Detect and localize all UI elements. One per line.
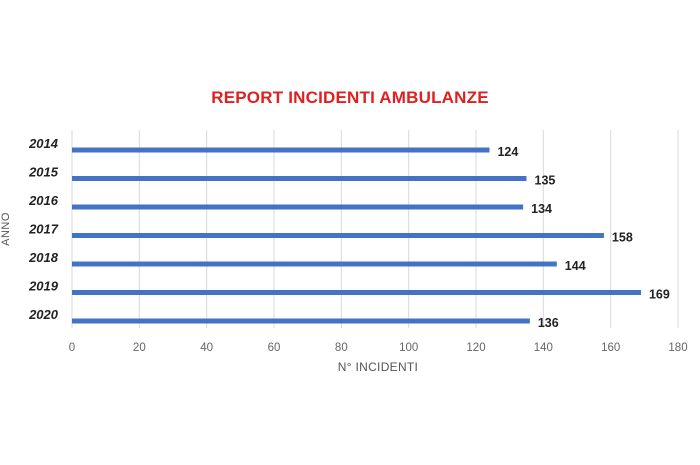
x-tick-labels: 0 20 40 60 80 100 120 140 160 180 (69, 342, 688, 354)
bar-2017 (72, 233, 604, 238)
x-tick-label: 0 (69, 342, 75, 354)
y-tick-label: 2019 (28, 279, 59, 294)
y-tick-label: 2015 (28, 165, 59, 180)
x-axis-label: N° INCIDENTI (338, 360, 418, 374)
x-tick-label: 160 (601, 342, 620, 354)
bar-2016 (72, 204, 524, 210)
y-tick-label: 2014 (28, 136, 59, 151)
x-tick-label: 80 (335, 342, 348, 354)
y-tick-label: 2020 (28, 307, 59, 322)
data-label-2016: 134 (531, 202, 552, 216)
data-labels: 124 135 134 158 144 169 136 (497, 145, 669, 330)
data-label-2019: 169 (649, 288, 670, 302)
y-tick-label: 2017 (28, 222, 59, 237)
x-tick-label: 140 (534, 342, 553, 354)
bar-2014 (72, 147, 490, 153)
y-tick-label: 2016 (28, 193, 59, 208)
chart-title: REPORT INCIDENTI AMBULANZE (211, 88, 489, 107)
data-label-2020: 136 (538, 316, 559, 330)
y-tick-labels: 2014 2015 2016 2017 2018 2019 2020 (28, 136, 59, 322)
bar-2015 (72, 176, 527, 181)
data-label-2015: 135 (535, 174, 556, 188)
x-tick-label: 60 (268, 342, 281, 354)
bar-2019 (72, 290, 641, 295)
grid-lines (71, 130, 679, 328)
data-label-2017: 158 (612, 231, 633, 245)
data-label-2018: 144 (565, 259, 586, 273)
bars (72, 147, 641, 324)
x-tick-label: 20 (133, 342, 146, 354)
bar-2020 (72, 318, 530, 324)
y-tick-label: 2018 (28, 250, 59, 265)
bar-2018 (72, 261, 557, 267)
data-label-2014: 124 (497, 145, 518, 159)
y-axis-label: ANNO (0, 212, 12, 246)
x-tick-label: 120 (466, 342, 485, 354)
x-tick-label: 100 (399, 342, 418, 354)
x-tick-label: 180 (668, 342, 687, 354)
x-tick-label: 40 (200, 342, 213, 354)
